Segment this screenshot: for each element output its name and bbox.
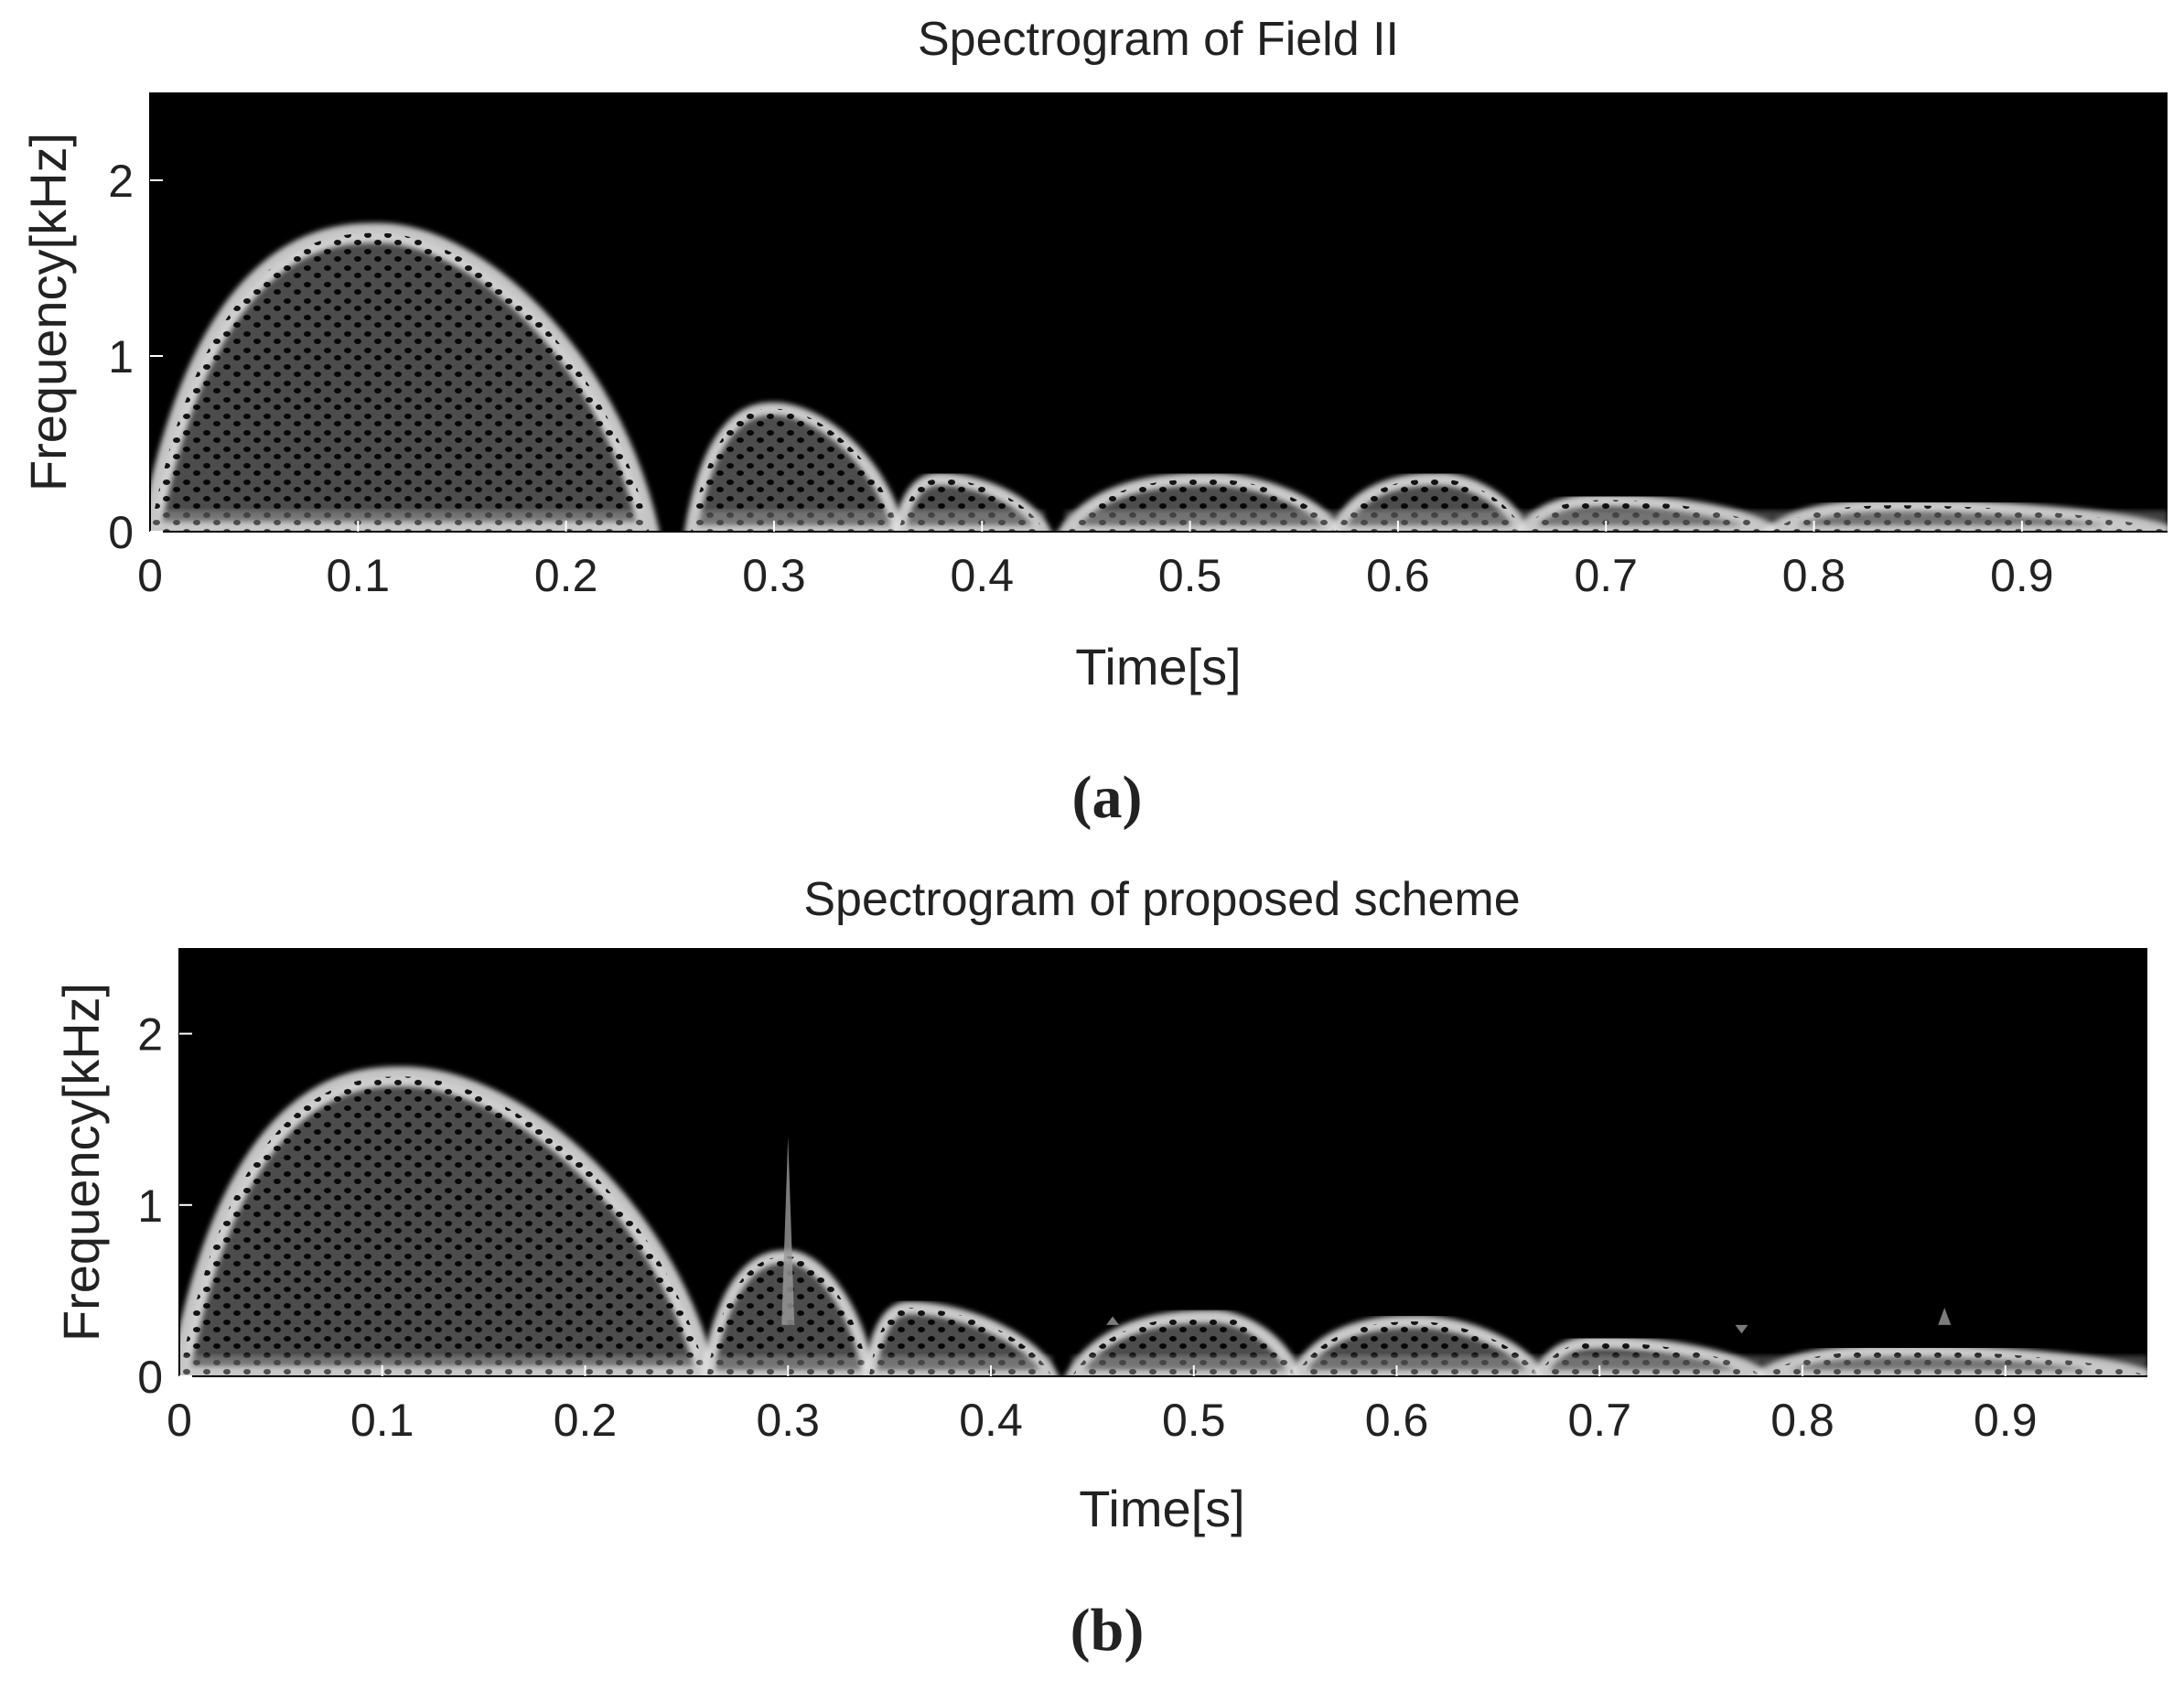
x-tick-label: 0.2 bbox=[554, 1395, 618, 1446]
spectrogram-image bbox=[179, 1066, 2147, 1376]
panel-caption: (a) bbox=[1072, 764, 1143, 831]
x-axis: 0 0.1 0.2 0.3 0.4 0.5 0.6 0.7 0.8 0.9 bbox=[137, 521, 2168, 601]
x-tick-label: 0.2 bbox=[534, 550, 598, 601]
y-axis: 0 1 2 bbox=[108, 92, 163, 558]
x-tick-label: 0.4 bbox=[959, 1395, 1023, 1446]
x-tick-label: 0.1 bbox=[327, 550, 391, 601]
spectrogram-lobe bbox=[1328, 472, 1530, 532]
x-tick-label: 0.8 bbox=[1782, 550, 1846, 601]
y-tick-label: 0 bbox=[108, 507, 134, 558]
spectrogram-lobe bbox=[1750, 1343, 2147, 1376]
y-axis: 0 1 2 bbox=[137, 948, 192, 1403]
x-tick-label: 0.6 bbox=[1365, 1395, 1429, 1446]
x-tick-label: 0.3 bbox=[742, 550, 806, 601]
x-tick-label: 0.8 bbox=[1770, 1395, 1834, 1446]
spectrogram-lobe bbox=[179, 1066, 717, 1376]
spectrogram-lobe bbox=[1532, 1335, 1772, 1376]
spectrogram-lobe bbox=[1514, 493, 1783, 532]
spectrogram-lobe bbox=[1287, 1315, 1546, 1376]
spectrogram-spike bbox=[1938, 1308, 1952, 1325]
y-tick-label: 0 bbox=[137, 1352, 163, 1403]
x-tick-label: 0.5 bbox=[1158, 550, 1222, 601]
x-tick-label: 0.4 bbox=[951, 550, 1015, 601]
panel-a: Spectrogram of Field II 0 0.1 0.2 0.3 0.4 0.5… bbox=[19, 13, 2168, 831]
y-axis-label: Frequency[kHz] bbox=[52, 983, 110, 1342]
panel-caption: (b) bbox=[1070, 1597, 1145, 1664]
spectrogram-lobe bbox=[683, 402, 906, 532]
spectrogram-spike bbox=[1735, 1324, 1748, 1334]
chart-title: Spectrogram of proposed scheme bbox=[803, 873, 1520, 926]
spectrogram-lobe bbox=[862, 1301, 1060, 1376]
spectrogram-spike bbox=[1106, 1316, 1120, 1325]
spectrogram-lobe bbox=[892, 472, 1052, 532]
x-tick-label: 0 bbox=[167, 1395, 192, 1446]
spectrogram-lobe bbox=[1057, 472, 1343, 532]
spectrogram-lobe bbox=[1064, 1309, 1303, 1376]
x-axis: 0 0.1 0.2 0.3 0.4 0.5 0.6 0.7 0.8 0.9 bbox=[167, 1365, 2147, 1446]
y-tick-label: 1 bbox=[137, 1180, 163, 1232]
y-tick-label: 1 bbox=[108, 331, 134, 383]
y-axis-label: Frequency[kHz] bbox=[19, 133, 77, 491]
spectrogram-lobe bbox=[1762, 499, 2168, 532]
panel-b: Spectrogram of proposed scheme 0 0.1 0.2 0.… bbox=[52, 873, 2147, 1664]
x-axis-label: Time[s] bbox=[1075, 638, 1241, 695]
spectrogram-image bbox=[150, 222, 2168, 532]
x-tick-label: 0.7 bbox=[1574, 550, 1638, 601]
spectrogram-lobe bbox=[150, 222, 660, 532]
x-tick-label: 0.7 bbox=[1568, 1395, 1632, 1446]
x-tick-label: 0.5 bbox=[1162, 1395, 1226, 1446]
chart-title: Spectrogram of Field II bbox=[918, 13, 1399, 66]
spectrogram-spike bbox=[781, 1136, 795, 1325]
x-axis-label: Time[s] bbox=[1079, 1480, 1244, 1537]
y-tick-label: 2 bbox=[137, 1009, 163, 1061]
x-tick-label: 0.6 bbox=[1366, 550, 1430, 601]
x-tick-label: 0.9 bbox=[1974, 1395, 2038, 1446]
x-tick-label: 0 bbox=[137, 550, 163, 601]
x-tick-label: 0.9 bbox=[1990, 550, 2054, 601]
y-tick-label: 2 bbox=[108, 156, 134, 207]
x-tick-label: 0.1 bbox=[350, 1395, 414, 1446]
x-tick-label: 0.3 bbox=[756, 1395, 820, 1446]
